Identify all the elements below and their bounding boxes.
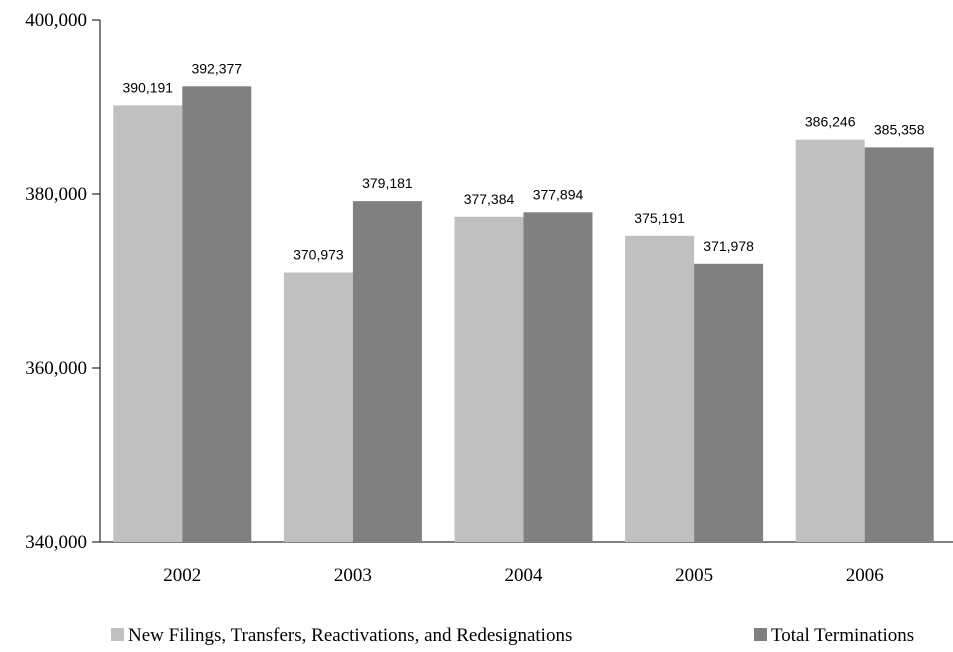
bar: [864, 147, 934, 542]
x-tick-label: 2004: [505, 565, 544, 586]
legend-label: New Filings, Transfers, Reactivations, a…: [128, 625, 572, 646]
bar: [352, 201, 422, 542]
y-tick-label: 380,000: [25, 184, 87, 205]
x-tick-label: 2002: [163, 565, 201, 586]
data-label: 390,191: [122, 79, 173, 95]
x-tick-label: 2005: [675, 565, 713, 586]
bar: [625, 235, 695, 542]
bar: [113, 105, 183, 542]
y-tick-label: 360,000: [25, 358, 87, 379]
x-axis-labels: 2002 2003 2004 2005 2006: [163, 565, 883, 586]
bars-group: [113, 86, 934, 543]
data-label: 386,246: [805, 114, 856, 130]
data-labels-group: 390,191 392,377 370,973 379,181 377,384 377,8…: [122, 60, 924, 262]
legend-swatch: [754, 628, 767, 641]
bar: [523, 212, 593, 542]
x-tick-label: 2006: [846, 565, 884, 586]
bar: [283, 272, 353, 542]
x-tick-label: 2003: [334, 565, 372, 586]
bar: [454, 216, 524, 542]
legend-label: Total Terminations: [771, 625, 914, 646]
y-axis-ticks: 340,000 360,000 380,000 400,000: [25, 10, 100, 553]
data-label: 385,358: [874, 121, 925, 137]
data-label: 375,191: [634, 210, 685, 226]
data-label: 370,973: [293, 247, 344, 263]
bar: [795, 139, 865, 543]
legend: New Filings, Transfers, Reactivations, a…: [111, 625, 914, 646]
data-label: 377,894: [533, 186, 584, 202]
y-tick-label: 400,000: [25, 10, 87, 31]
data-label: 392,377: [191, 60, 242, 76]
bar: [182, 86, 252, 542]
data-label: 371,978: [703, 238, 754, 254]
data-label: 379,181: [362, 175, 413, 191]
bar: [694, 263, 764, 542]
data-label: 377,384: [464, 191, 515, 207]
y-tick-label: 340,000: [25, 532, 87, 553]
legend-swatch: [111, 628, 124, 641]
